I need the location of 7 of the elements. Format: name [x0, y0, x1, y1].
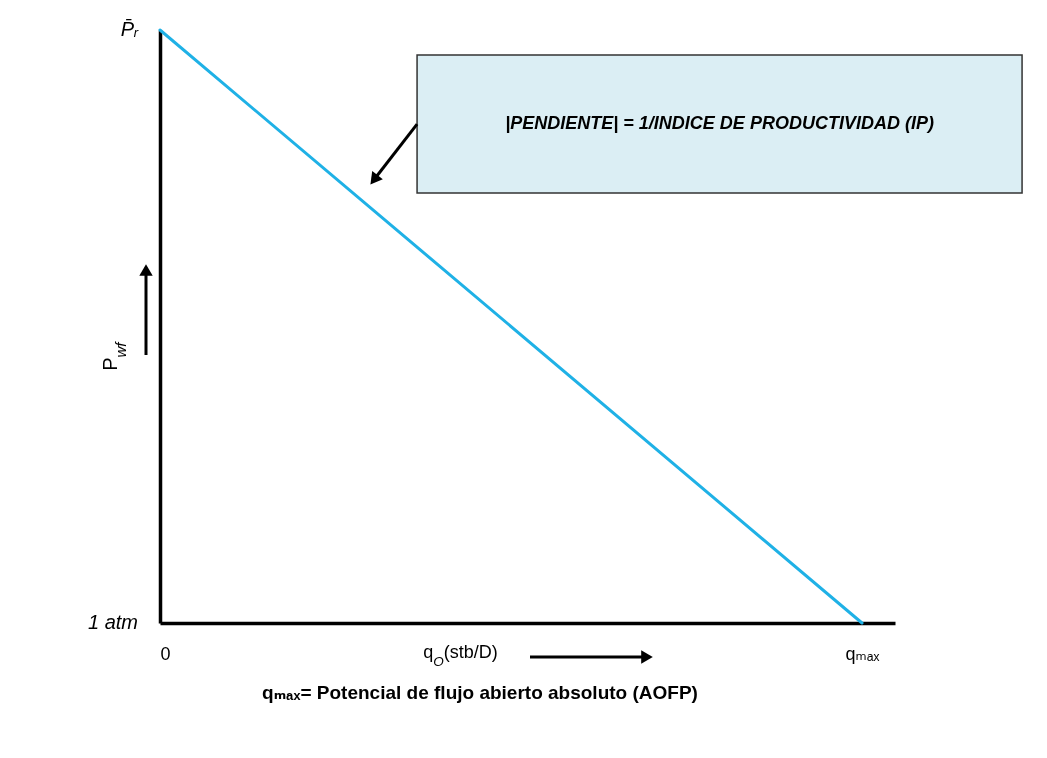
- annotation: |PENDIENTE| = 1/INDICE DE PRODUCTIVIDAD (IP): [505, 113, 934, 134]
- x-axis-title: q$_{O}$(stb/D): [423, 641, 498, 668]
- x-tick-label: 0: [160, 643, 171, 664]
- text: qₘₐₓ= Potencial de flujo abierto absoluto (AOFP): [262, 682, 698, 703]
- annotation: 1 atm: [87, 611, 138, 633]
- annotation: P̄ᵣ: [120, 17, 140, 40]
- x-tick-label: qₘₐₓ: [845, 643, 880, 664]
